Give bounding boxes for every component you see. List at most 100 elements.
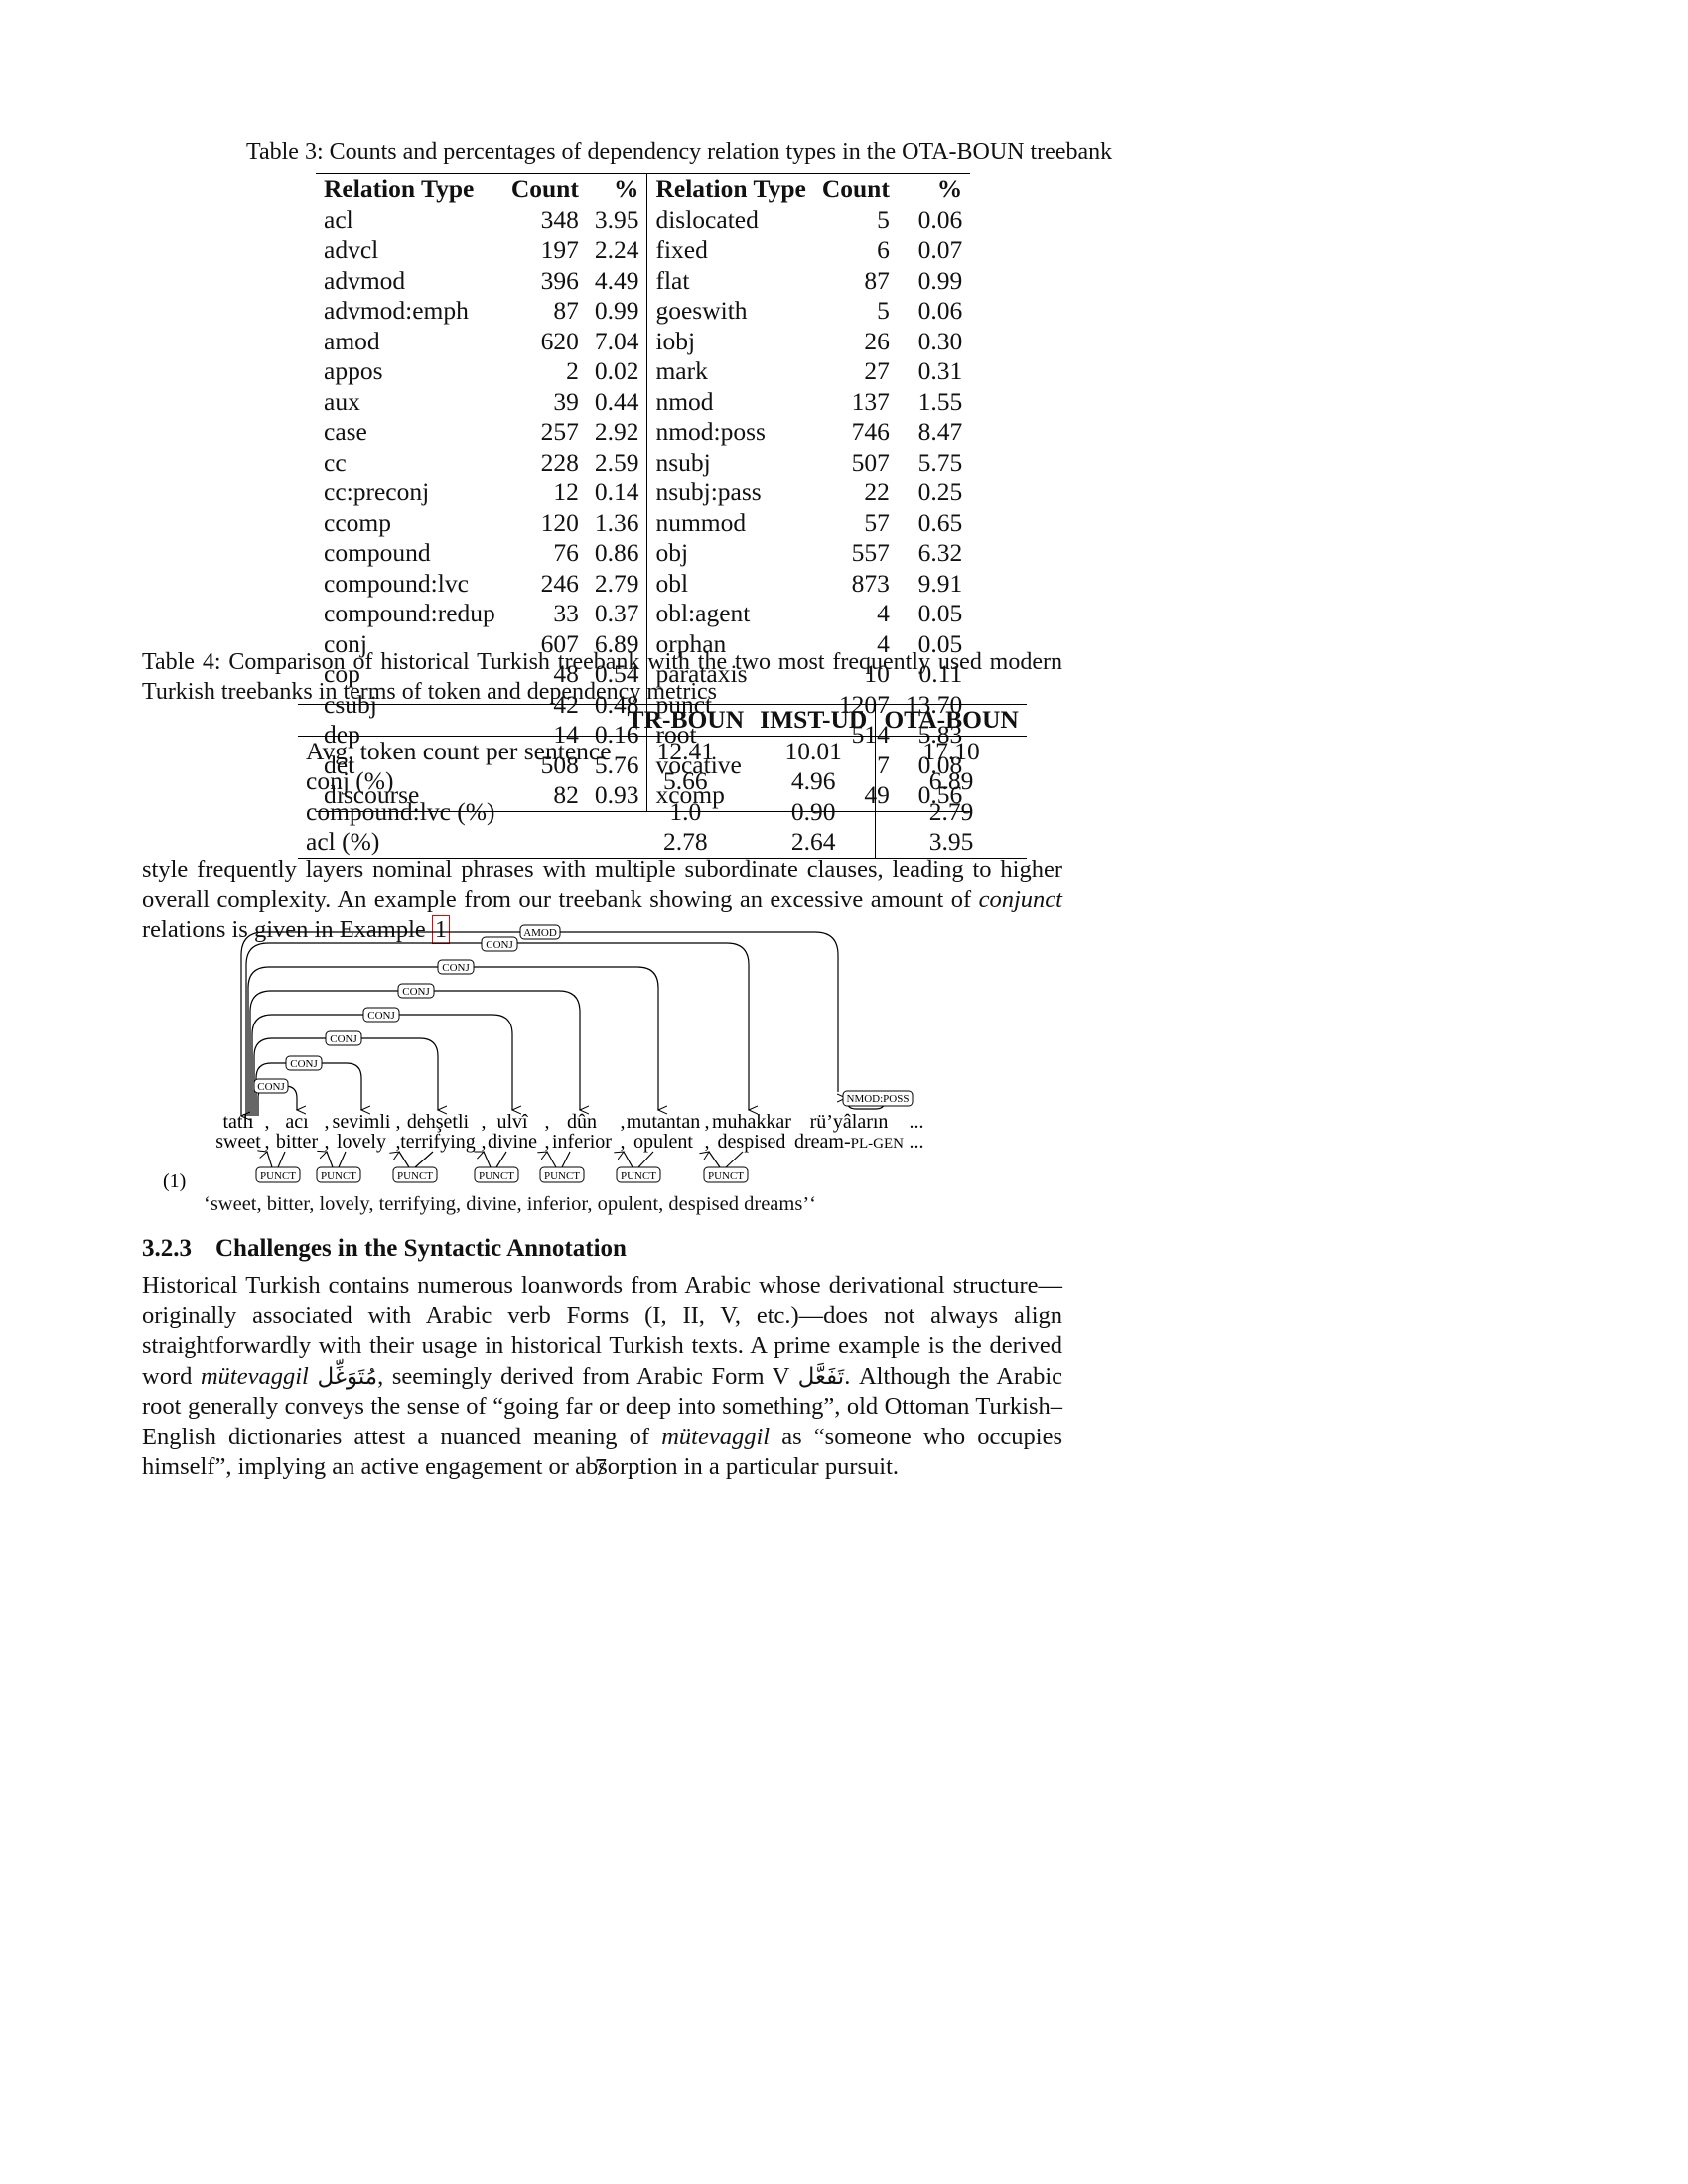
table3-row: det 508 5.76 vocative 7 0.08 xyxy=(316,750,970,780)
table3-cell: det xyxy=(324,750,355,779)
table3-cell: nmod:poss xyxy=(655,417,766,446)
table3-cell: 4.49 xyxy=(586,265,648,296)
table3-cell: 5.75 xyxy=(917,447,963,477)
table4-cell: 2.79 xyxy=(928,796,974,826)
label-punct: PUNCT xyxy=(479,1170,514,1182)
table3-cell: 228 xyxy=(540,447,579,477)
table3-cell: 1.55 xyxy=(917,386,963,416)
table3-row: case 257 2.92 nmod:poss 746 8.47 xyxy=(316,417,970,448)
table3-cell: 246 xyxy=(540,568,579,598)
table3-cell: 0.02 xyxy=(586,356,648,387)
table3-cell: 0.14 xyxy=(586,478,648,508)
table3-caption: Table 3: Counts and percentages of depen… xyxy=(246,139,1113,165)
gloss: inferior xyxy=(552,1131,612,1153)
example-ref-link[interactable]: 1 xyxy=(431,915,451,944)
table3-row: appos 2 0.02 mark 27 0.31 xyxy=(316,356,970,387)
arc-conj xyxy=(253,1037,438,1116)
table4-header: OTA-BOUN xyxy=(884,705,1019,734)
gloss: dream-PL-GEN xyxy=(794,1131,904,1153)
label-nmod-poss: NMOD:POSS xyxy=(847,1093,910,1105)
table4-row: conj (%) 5.66 4.96 6.89 xyxy=(298,766,1027,797)
paragraph-text: , seemingly derived from Arabic Form V xyxy=(377,1362,798,1390)
arabic-pattern: تَفَعَّل xyxy=(797,1363,845,1390)
gloss: lovely xyxy=(337,1131,386,1153)
table3-cell: 1.36 xyxy=(586,507,648,538)
section-number: 3.2.3 xyxy=(142,1235,192,1262)
table3-cell: nmod xyxy=(655,386,714,416)
table4-row: acl (%) 2.78 2.64 3.95 xyxy=(298,827,1027,858)
table3-cell: 0.05 xyxy=(917,599,963,627)
table3-row: advmod 396 4.49 flat 87 0.99 xyxy=(316,265,970,296)
paragraph-italic: conjunct xyxy=(978,886,1062,913)
label-conj: CONJ xyxy=(486,939,513,951)
table3-cell: 0.65 xyxy=(917,507,963,537)
table3-cell: 48 xyxy=(553,659,579,688)
table3-cell: conj xyxy=(324,628,367,658)
table3-cell: 0.99 xyxy=(586,296,648,327)
page-number: 7 xyxy=(595,1455,607,1481)
paragraph-text: as “someone who occupies himself”, imply… xyxy=(142,1423,1062,1481)
word: , xyxy=(545,1111,550,1133)
table3-cell: 2.59 xyxy=(586,447,648,478)
table3-cell: 5 xyxy=(877,296,890,325)
table3-row: discourse 82 0.93 xcomp 49 0.56 xyxy=(316,780,970,811)
gloss: , xyxy=(265,1131,270,1153)
table3-cell: nsubj xyxy=(655,447,711,477)
table3-row: amod 620 7.04 iobj 26 0.30 xyxy=(316,326,970,356)
table4-cell: compound:lvc (%) xyxy=(306,796,495,826)
table3-cell: 0.08 xyxy=(917,750,963,779)
table3-cell: appos xyxy=(324,356,383,385)
word: ulvî xyxy=(496,1111,528,1133)
table3-cell: 137 xyxy=(851,386,890,416)
table3-cell: 6.89 xyxy=(586,628,648,659)
table3-cell: 348 xyxy=(540,205,579,234)
table4-header xyxy=(298,705,620,737)
word: dehşetli xyxy=(407,1111,470,1133)
gloss: , xyxy=(325,1131,330,1153)
arc-labels: AMOD CONJ CONJ CONJ CONJ CONJ CONJ CONJ … xyxy=(253,924,914,1183)
gloss: , xyxy=(396,1131,401,1153)
table3-cell: 0.07 xyxy=(917,235,963,264)
table3-cell: nummod xyxy=(655,507,747,537)
table3-row: cc:preconj 12 0.14 nsubj:pass 22 0.25 xyxy=(316,478,970,508)
table3-row: advcl 197 2.24 fixed 6 0.07 xyxy=(316,235,970,266)
table3-cell: 87 xyxy=(864,265,890,295)
label-conj: CONJ xyxy=(290,1058,318,1070)
gloss: , xyxy=(705,1131,710,1153)
word: , xyxy=(705,1111,710,1133)
table3-cell: 746 xyxy=(851,417,890,446)
table4-cell: 5.66 xyxy=(663,766,708,795)
paragraph-italic: mütevaggil xyxy=(200,1362,309,1390)
word: , xyxy=(396,1111,401,1133)
table3-cell: aux xyxy=(324,386,360,416)
table3-cell: ccomp xyxy=(324,507,391,537)
table3-header-row: Relation Type Count % Relation Type Coun… xyxy=(316,173,971,205)
table3-cell: 10 xyxy=(864,659,890,688)
table3-cell: iobj xyxy=(655,326,696,355)
label-conj: CONJ xyxy=(257,1081,285,1093)
table3-cell: 396 xyxy=(540,265,579,295)
word: , xyxy=(265,1111,270,1133)
table4-row: compound:lvc (%) 1.0 0.90 2.79 xyxy=(298,796,1027,827)
table3-cell: discourse xyxy=(324,780,420,809)
table4-cell: 6.89 xyxy=(928,766,974,795)
table4-cell: 0.90 xyxy=(752,796,877,827)
table3-cell: 507 xyxy=(851,447,890,477)
table4-cell: 4.96 xyxy=(752,766,877,797)
table3-cell: 6.32 xyxy=(917,538,963,567)
table3-cell: 2.92 xyxy=(586,417,648,448)
gloss: ... xyxy=(910,1131,924,1153)
table3-cell: 620 xyxy=(540,326,579,355)
table3-header: Relation Type xyxy=(655,174,806,203)
label-punct: PUNCT xyxy=(260,1170,296,1182)
table3-cell: 120 xyxy=(540,507,579,537)
table3-cell: 82 xyxy=(553,780,579,809)
table3-cell: cc xyxy=(324,447,347,477)
label-amod: AMOD xyxy=(523,927,557,939)
table3-cell: fixed xyxy=(655,235,708,264)
table3-cell: obl:agent xyxy=(655,599,751,627)
table3-cell: 5.83 xyxy=(917,720,963,749)
table3-cell: 2.79 xyxy=(586,568,648,599)
table3-cell: advmod xyxy=(324,265,406,295)
label-conj: CONJ xyxy=(367,1010,395,1022)
